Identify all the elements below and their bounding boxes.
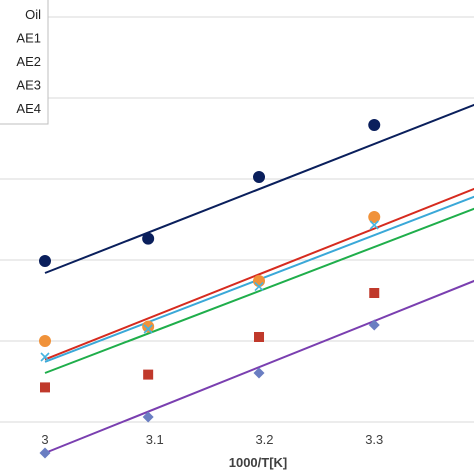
data-point-ae4 (253, 367, 265, 379)
data-point-ae1 (368, 211, 381, 223)
data-point-oil (39, 255, 51, 267)
data-point-ae1 (39, 335, 51, 347)
legend-label-ae4: AE4 (16, 101, 41, 116)
x-tick-label: 3.3 (365, 432, 383, 447)
x-tick-label: 3.2 (255, 432, 273, 447)
data-point-ae3 (369, 220, 379, 230)
series-oil (39, 119, 381, 267)
trend-line-ae1 (44, 187, 474, 361)
legend-items: Oil AE1 AE2 AE3 AE4 (16, 7, 41, 116)
legend-label-ae1: AE1 (16, 31, 41, 46)
data-points (39, 119, 381, 459)
x-tick-label: 3 (41, 432, 48, 447)
data-point-ae2 (254, 332, 265, 342)
data-point-ae2 (40, 382, 50, 393)
data-point-ae1 (253, 275, 266, 287)
data-point-ae2 (143, 369, 154, 380)
x-tick-labels: 33.13.23.33.4 (41, 432, 383, 447)
legend-label-oil: Oil (25, 7, 41, 22)
data-point-ae3 (143, 324, 153, 334)
trend-line-ae2 (44, 207, 474, 374)
data-point-ae1 (142, 320, 155, 333)
trend-line-oil (44, 103, 474, 274)
data-point-oil (142, 232, 155, 245)
legend: Oil AE1 AE2 AE3 AE4 (0, 0, 49, 125)
data-point-oil (253, 171, 266, 183)
trend-line-ae4 (44, 279, 474, 454)
x-tick-label: 3.1 (146, 432, 164, 447)
x-axis-title: 1000/T[K] (229, 455, 288, 470)
series-ae4 (39, 319, 380, 459)
legend-box (0, 0, 49, 125)
series-ae3 (40, 220, 379, 362)
data-point-ae3 (254, 282, 264, 292)
series-ae2 (40, 288, 380, 393)
data-point-ae4 (39, 447, 51, 459)
data-point-ae2 (369, 288, 380, 298)
trend-line-ae3 (44, 195, 474, 363)
gridlines (0, 16, 474, 423)
data-point-ae4 (368, 319, 380, 331)
data-point-ae3 (40, 352, 50, 362)
data-point-ae4 (142, 411, 154, 423)
legend-label-ae2: AE2 (16, 54, 41, 69)
legend-label-ae3: AE3 (16, 78, 41, 93)
trend-lines (44, 103, 474, 454)
data-point-oil (368, 119, 381, 131)
series-ae1 (39, 211, 381, 347)
